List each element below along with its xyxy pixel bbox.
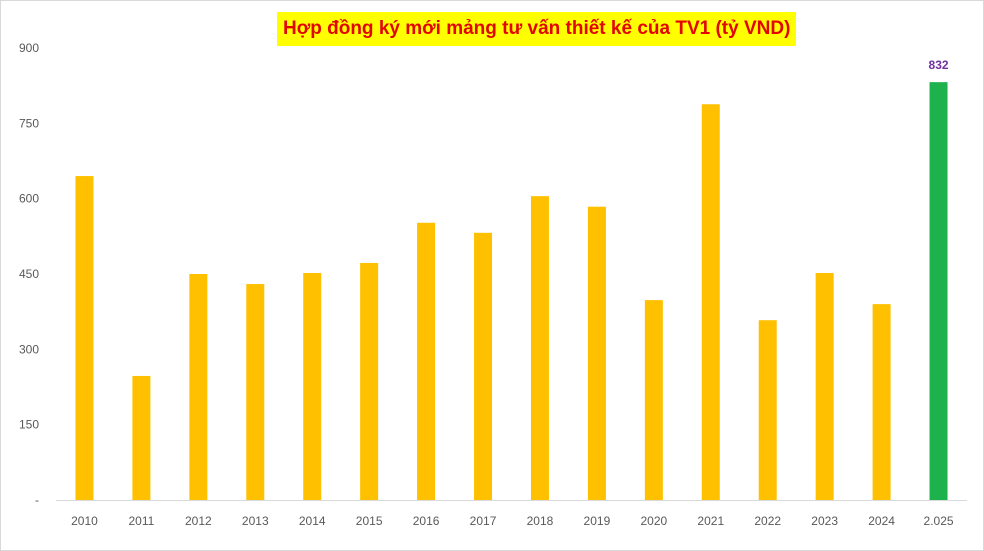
bar-2020 [644, 300, 663, 500]
bar-2012 [189, 274, 208, 500]
bar-2015 [360, 262, 379, 500]
y-tick-label: 900 [19, 41, 39, 55]
y-tick-label: 150 [19, 418, 39, 432]
y-axis: - 150 300 450 600 750 900 [19, 41, 39, 507]
bar-2019 [587, 206, 606, 501]
bars [75, 82, 948, 501]
y-tick-label: 600 [19, 192, 39, 206]
x-tick-label: 2015 [356, 514, 383, 528]
bar-2014 [303, 272, 322, 500]
x-tick-label: 2021 [697, 514, 724, 528]
x-tick-label: 2012 [185, 514, 212, 528]
bar-2010 [75, 176, 94, 501]
bar-2022 [758, 320, 777, 500]
x-tick-label: 2023 [811, 514, 838, 528]
bar-2018 [530, 196, 549, 500]
x-tick-label: 2011 [129, 514, 155, 528]
bar-2016 [417, 222, 436, 501]
bar-2013 [246, 284, 265, 500]
data-label: 832 [929, 58, 949, 72]
x-tick-label: 2017 [470, 514, 497, 528]
x-tick-label: 2018 [527, 514, 554, 528]
chart-title: Hợp đồng ký mới mảng tư vấn thiết kế của… [277, 12, 797, 46]
x-tick-label: 2016 [413, 514, 440, 528]
x-tick-label: 2020 [640, 514, 667, 528]
x-axis: 2010 2011 2012 2013 2014 2015 2016 2017 2018 2019… [56, 500, 967, 528]
bar-2023 [815, 272, 834, 500]
x-tick-label: 2019 [584, 514, 611, 528]
bar-2021 [701, 104, 720, 500]
y-tick-label: 300 [19, 342, 39, 356]
x-tick-label: 2014 [299, 514, 326, 528]
y-tick-label: 750 [19, 116, 39, 130]
y-tick-label: - [35, 493, 39, 507]
bar-2011 [132, 375, 151, 500]
x-tick-label: 2010 [71, 514, 98, 528]
bar-2.025 [929, 82, 948, 500]
x-tick-label: 2022 [754, 514, 781, 528]
data-labels: 832 [929, 58, 949, 72]
x-tick-label: 2024 [868, 514, 895, 528]
y-tick-label: 450 [19, 267, 39, 281]
x-tick-label: 2.025 [924, 514, 954, 528]
bar-2024 [872, 304, 891, 500]
x-tick-label: 2013 [242, 514, 269, 528]
bar-2017 [474, 232, 493, 500]
